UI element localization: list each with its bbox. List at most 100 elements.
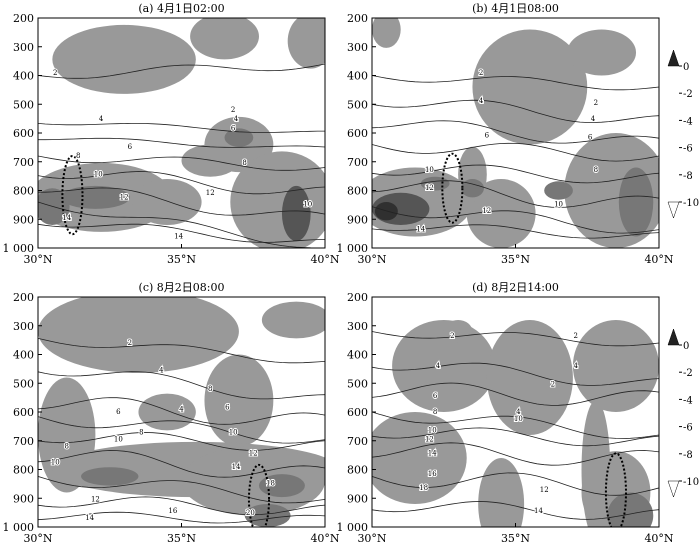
- contour-line: [372, 142, 659, 162]
- contour-label: 4: [234, 115, 239, 123]
- colorbar-top: [667, 49, 680, 67]
- colorbar-label: -8: [683, 450, 693, 461]
- highlight-ellipse: [247, 463, 271, 527]
- contour-line: [38, 338, 325, 364]
- y-tick-label: 400: [13, 70, 34, 83]
- contour-label: 2: [450, 332, 454, 340]
- contour-label: 2: [128, 339, 132, 347]
- y-tick-label: 1 000: [337, 521, 369, 534]
- contour-line: [38, 201, 325, 248]
- contour-label: 14: [62, 214, 71, 222]
- contour-line: [372, 427, 659, 447]
- y-tick-label: 800: [347, 185, 368, 198]
- colorbar-label: -10: [683, 477, 699, 488]
- y-tick-label: 700: [13, 435, 34, 448]
- contour-label: 6: [485, 131, 490, 139]
- contour-label: 18: [419, 484, 428, 492]
- y-tick-label: 1 000: [3, 521, 35, 534]
- contour-label: 14: [416, 226, 425, 234]
- contour-line: [372, 120, 659, 144]
- shading: [443, 320, 473, 343]
- contour-label: 6: [433, 392, 438, 400]
- shading: [52, 24, 196, 94]
- shading: [567, 29, 637, 76]
- panel-title: (c) 8月2日08:00: [139, 281, 225, 294]
- y-tick-label: 200: [13, 291, 34, 304]
- shading: [60, 185, 130, 209]
- shading: [138, 393, 196, 431]
- shading: [472, 29, 588, 145]
- y-tick-label: 800: [13, 185, 34, 198]
- contour-line: [38, 155, 325, 171]
- contour-label: 4: [516, 408, 521, 416]
- contour-label: 12: [425, 436, 434, 444]
- shading: [244, 504, 291, 527]
- colorbar-label: -6: [683, 144, 693, 155]
- contour-label: 6: [128, 143, 133, 151]
- x-tick-label: 30°N: [357, 532, 386, 545]
- x-tick-label: 35°N: [167, 253, 196, 266]
- colorbar-bottom: [667, 480, 680, 498]
- contour-label: 8: [594, 166, 598, 174]
- contour-label: 12: [120, 193, 129, 201]
- shading: [372, 412, 467, 504]
- contour-line: [38, 476, 325, 504]
- x-tick-label: 40°N: [644, 253, 673, 266]
- contour-label: 10: [94, 170, 103, 178]
- y-tick-label: 300: [347, 320, 368, 333]
- shading: [181, 446, 325, 516]
- contour-label: 6: [588, 134, 593, 142]
- y-tick-label: 800: [13, 464, 34, 477]
- colorbar-label: -10: [683, 198, 699, 209]
- colorbar-label: -6: [683, 423, 693, 434]
- plot-area: 2 4 6 2 4 6 8 10 12 12 14 10: [372, 18, 659, 248]
- contour-line: [372, 164, 659, 184]
- colorbar-label: -8: [683, 171, 693, 182]
- contour-line: [38, 432, 325, 451]
- shading: [607, 492, 654, 527]
- contour-label: 12: [482, 207, 491, 215]
- contour-label: 4: [436, 362, 441, 370]
- contour-label: 12: [540, 486, 549, 494]
- contour-line: [38, 223, 325, 243]
- contour-label: 2: [551, 380, 555, 388]
- colorbar-label: 0: [683, 62, 689, 73]
- shading: [544, 181, 573, 200]
- y-tick-label: 600: [347, 406, 368, 419]
- contour-label: 2: [479, 69, 483, 77]
- contour-label: 6: [116, 408, 121, 416]
- contour-line: [372, 75, 659, 91]
- contour-label: 6: [231, 124, 236, 132]
- contour-label: 18: [266, 479, 275, 487]
- y-tick-label: 800: [347, 464, 368, 477]
- contour-label: 2: [231, 106, 235, 114]
- panel-title: (b) 4月1日08:00: [472, 2, 559, 15]
- y-tick-label: 400: [347, 349, 368, 362]
- contour-label: 14: [174, 233, 183, 241]
- contour-label: 10: [229, 429, 238, 437]
- panel-title: (a) 4月1日02:00: [138, 2, 224, 15]
- contour-label: 12: [249, 449, 258, 457]
- x-tick-label: 40°N: [644, 532, 673, 545]
- contour-line: [38, 123, 325, 133]
- contour-label: 10: [114, 436, 123, 444]
- colorbar-label: -2: [683, 368, 693, 379]
- contour-label: 10: [554, 200, 563, 208]
- contour-label: 10: [51, 459, 60, 467]
- contour-label: 8: [433, 408, 437, 416]
- contour-label: 8: [76, 152, 80, 160]
- y-tick-label: 900: [13, 213, 34, 226]
- shading: [460, 179, 484, 198]
- y-tick-label: 600: [13, 406, 34, 419]
- y-tick-label: 300: [13, 41, 34, 54]
- y-tick-label: 200: [347, 12, 368, 25]
- panel-title: (d) 8月2日14:00: [472, 281, 559, 294]
- contour-line: [372, 411, 659, 439]
- contour-label: 14: [232, 463, 241, 471]
- contour-line: [372, 331, 659, 347]
- y-tick-label: 500: [347, 377, 368, 390]
- shading: [190, 18, 259, 60]
- y-tick-label: 500: [347, 98, 368, 111]
- contour-label: 10: [425, 166, 434, 174]
- contour-line: [38, 496, 325, 516]
